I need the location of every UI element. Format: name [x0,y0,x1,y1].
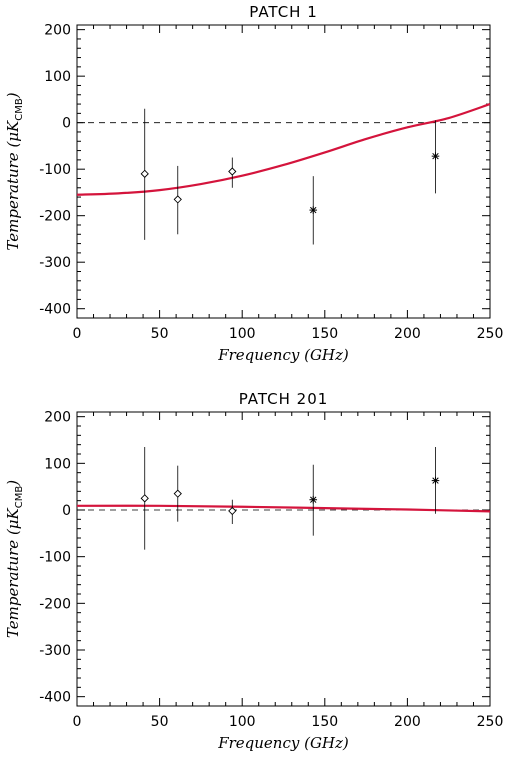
data-point-diamond [173,195,182,204]
x-tick-label: 250 [477,326,504,342]
y-axis-title-main: Temperature (μK [4,120,22,251]
y-tick-label: -400 [39,302,71,318]
x-tick-label: 200 [394,326,421,342]
fit-curve [77,103,490,196]
y-axis-title-main: Temperature (μK [4,507,22,638]
x-axis-title: Frequency (GHz) [217,734,349,752]
x-tick-label: 50 [151,714,169,730]
data-point-diamond [173,489,182,498]
y-tick-label: 100 [44,69,71,85]
y-tick-label: 200 [44,410,71,426]
y-tick-label: -200 [39,596,71,612]
y-axis-title-close: ) [4,480,22,487]
chart-panel-1: PATCH 1 0 50 100 150 200 250 -400 -300 -200 -100 0 1… [4,3,503,364]
data-point-diamond [140,494,149,503]
data-point-asterisk [309,495,318,504]
x-tick-label: 0 [73,326,82,342]
data-point-asterisk [431,152,440,160]
plot-frame [76,24,491,319]
x-axis-title: Frequency (GHz) [217,346,349,364]
x-tick-label: 150 [311,714,338,730]
x-tick-label: 100 [229,326,256,342]
chart-title: PATCH 1 [249,3,318,21]
data-point-asterisk [309,206,318,214]
data-point-diamond [228,506,237,516]
x-tick-label: 200 [394,714,421,730]
y-axis-title-subscript: CMB [14,486,25,509]
x-tick-label: 100 [229,714,256,730]
y-tick-label: -300 [39,643,71,659]
y-tick-label: -100 [39,162,71,178]
x-tick-label: 150 [311,326,338,342]
data-point-diamond [140,169,149,178]
chart-title: PATCH 201 [239,390,329,408]
x-tick-label: 50 [151,326,169,342]
y-tick-label: -400 [39,690,71,706]
y-tick-label: 0 [62,503,71,519]
y-axis-title-close: ) [4,92,22,99]
data-point-diamond [228,167,237,176]
chart-panel-2: PATCH 201 0 50 100 150 200 250 -400 -300 -200 -100… [4,390,503,752]
y-axis-title-subscript: CMB [14,98,25,121]
y-axis-title: Temperature (μKCMB) [4,92,25,250]
y-tick-label: 0 [62,116,71,132]
y-tick-label: 200 [44,23,71,39]
y-tick-label: -200 [39,209,71,225]
x-tick-label: 250 [477,714,504,730]
fit-curve [77,504,490,513]
plot-frame [76,411,491,707]
y-tick-label: 100 [44,456,71,472]
y-axis-title: Temperature (μKCMB) [4,480,25,638]
y-tick-label: -100 [39,550,71,566]
y-tick-label: -300 [39,255,71,271]
x-tick-label: 0 [73,714,82,730]
data-point-asterisk [431,476,440,485]
